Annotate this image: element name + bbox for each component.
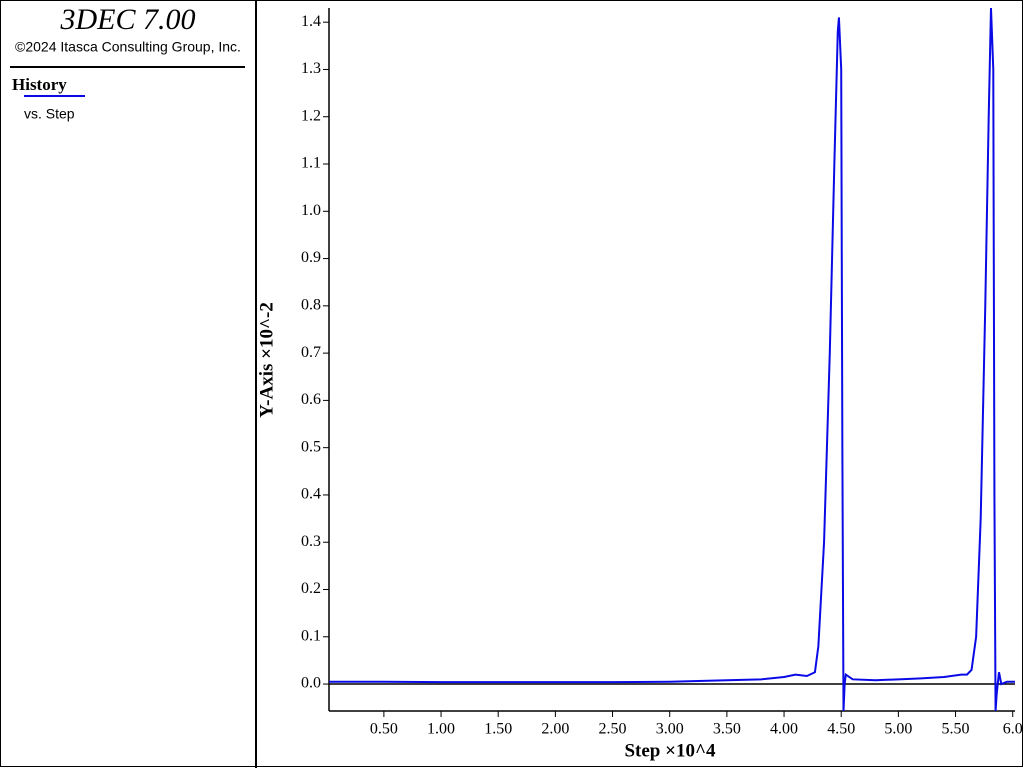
y-tick-label: 1.0 <box>301 202 321 219</box>
x-tick-label: 4.00 <box>770 721 798 738</box>
x-tick-label: 1.50 <box>484 721 512 738</box>
y-tick-label: 0.3 <box>301 533 321 550</box>
y-tick-label: 0.4 <box>301 486 321 503</box>
x-tick-label: 2.00 <box>541 721 569 738</box>
y-tick-label: 1.2 <box>301 107 321 124</box>
x-tick-label: 3.50 <box>713 721 741 738</box>
x-tick-label: 6.0 <box>1003 721 1023 738</box>
y-tick-label: 1.1 <box>301 155 321 172</box>
section-title: History <box>12 75 67 94</box>
legend-entry: vs. Step <box>24 106 75 122</box>
x-tick-label: 3.00 <box>656 721 684 738</box>
x-tick-label: 1.00 <box>427 721 455 738</box>
series-line <box>329 7 1015 712</box>
x-axis-label: Step ×10^4 <box>624 740 716 761</box>
y-tick-label: 0.7 <box>301 344 321 361</box>
y-tick-label: 0.6 <box>301 391 321 408</box>
x-tick-label: 4.50 <box>827 721 855 738</box>
copyright: ©2024 Itasca Consulting Group, Inc. <box>15 39 241 55</box>
y-tick-label: 1.4 <box>301 13 321 30</box>
x-tick-label: 5.00 <box>884 721 912 738</box>
y-tick-label: 1.3 <box>301 60 321 77</box>
y-tick-label: 0.1 <box>301 627 321 644</box>
x-tick-label: 0.50 <box>370 721 398 738</box>
x-tick-label: 2.50 <box>599 721 627 738</box>
app-title: 3DEC 7.00 <box>60 3 196 36</box>
y-tick-label: 0.2 <box>301 580 321 597</box>
y-tick-label: 0.5 <box>301 438 321 455</box>
y-tick-label: 0.8 <box>301 297 321 314</box>
x-tick-label: 5.50 <box>942 721 970 738</box>
y-tick-label: 0.9 <box>301 249 321 266</box>
y-tick-label: 0.0 <box>301 675 321 692</box>
plot: 0.0 0.1 0.2 0.3 0.4 0.5 0.6 0.7 0.8 0.9 1.0 1.1 1.2 1… <box>301 7 1023 738</box>
y-axis-label: Y-Axis ×10^-2 <box>256 302 277 418</box>
